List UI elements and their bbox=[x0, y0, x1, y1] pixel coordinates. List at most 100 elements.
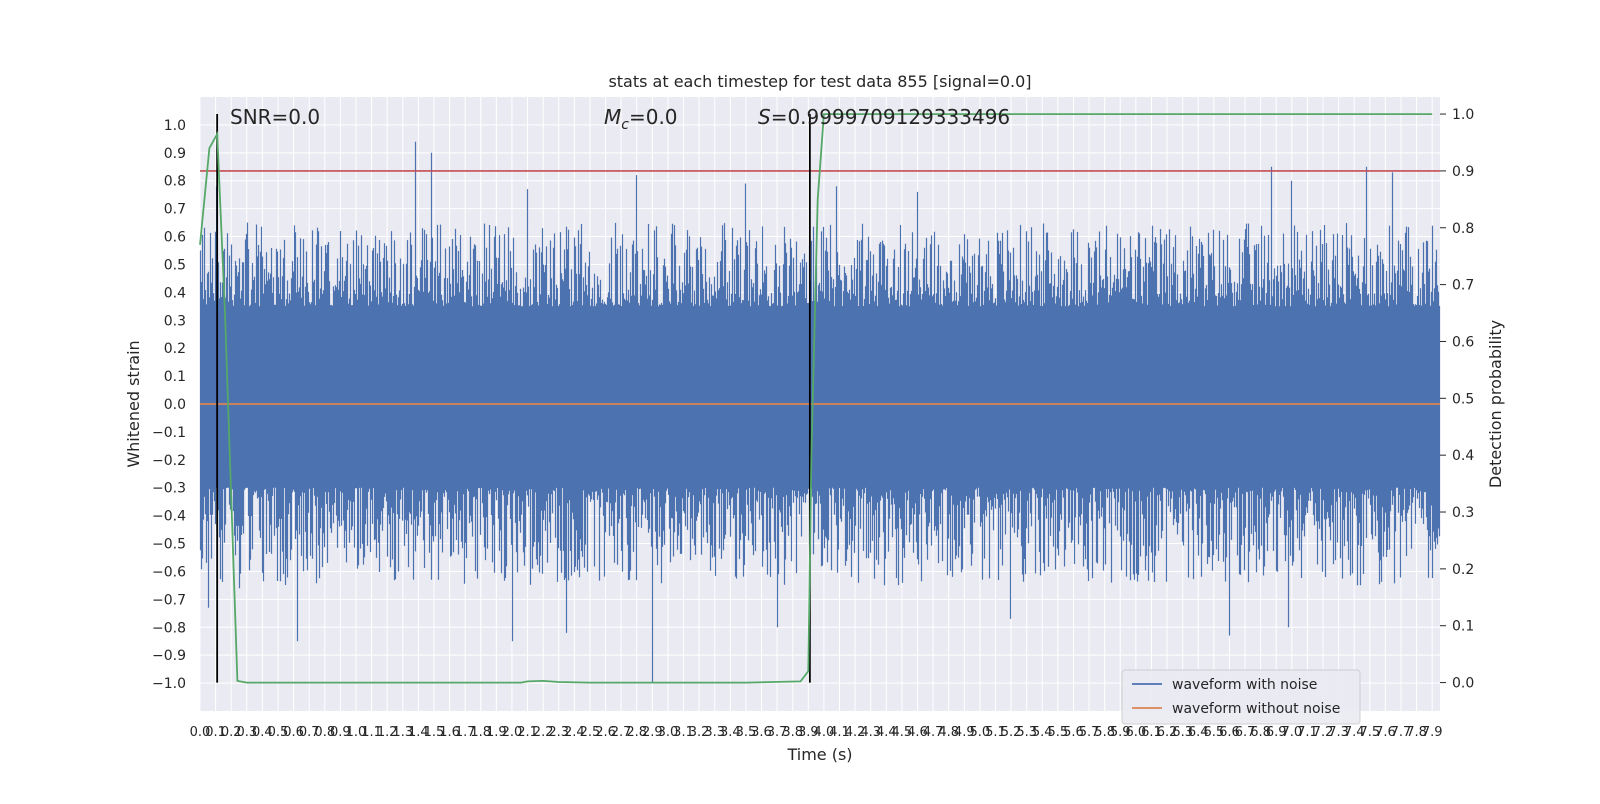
y-tick-label-right: 1.0 bbox=[1452, 107, 1474, 123]
tick-labels: 0.00.10.20.30.40.50.60.70.80.91.01.11.21… bbox=[152, 107, 1474, 740]
y-tick-label-right: 0.9 bbox=[1452, 164, 1474, 180]
y-tick-label-left: 0.3 bbox=[164, 313, 186, 329]
x-tick-label: 1.1 bbox=[361, 725, 382, 740]
x-tick-label: 6.7 bbox=[1235, 725, 1256, 740]
x-tick-label: 5.0 bbox=[970, 725, 991, 740]
y-tick-label-left: 0.7 bbox=[164, 202, 186, 218]
detection-probability-line bbox=[199, 113, 1433, 684]
x-tick-label: 7.4 bbox=[1344, 725, 1365, 740]
x-tick-label: 4.4 bbox=[876, 725, 897, 740]
y-tick-label-left: 0.1 bbox=[164, 369, 186, 385]
x-tick-label: 3.6 bbox=[751, 725, 772, 740]
y-tick-label-left: −0.3 bbox=[152, 481, 186, 497]
x-tick-label: 7.2 bbox=[1313, 725, 1334, 740]
x-tick-label: 5.5 bbox=[1048, 725, 1069, 740]
legend-label-waveform-without-noise: waveform without noise bbox=[1172, 701, 1340, 717]
x-tick-label: 3.8 bbox=[782, 725, 803, 740]
y-tick-label-left: −0.1 bbox=[152, 425, 186, 441]
y-tick-label-left: 0.9 bbox=[164, 146, 186, 162]
y-tick-label-left: −0.9 bbox=[152, 648, 186, 664]
x-tick-label: 0.1 bbox=[205, 725, 226, 740]
annotation-score-value: =0.9999709129333496 bbox=[771, 105, 1010, 129]
x-tick-label: 5.6 bbox=[1063, 725, 1084, 740]
y-tick-label-left: 0.6 bbox=[164, 230, 186, 246]
y-tick-label-right: 0.3 bbox=[1452, 505, 1474, 521]
x-tick-label: 4.9 bbox=[954, 725, 975, 740]
annotation-score: S=0.9999709129333496 bbox=[758, 105, 1010, 129]
x-tick-label: 2.2 bbox=[533, 725, 554, 740]
x-axis-label: Time (s) bbox=[786, 745, 852, 764]
x-tick-label: 2.0 bbox=[502, 725, 523, 740]
chart-title: stats at each timestep for test data 855… bbox=[608, 72, 1031, 91]
x-tick-label: 5.2 bbox=[1001, 725, 1022, 740]
x-tick-label: 4.3 bbox=[860, 725, 881, 740]
x-tick-label: 7.7 bbox=[1391, 725, 1412, 740]
annotation-chirp-mass-symbol: M bbox=[604, 105, 621, 129]
x-tick-label: 5.9 bbox=[1110, 725, 1131, 740]
x-tick-label: 7.3 bbox=[1328, 725, 1349, 740]
x-tick-label: 2.9 bbox=[642, 725, 663, 740]
x-tick-label: 3.2 bbox=[689, 725, 710, 740]
x-tick-label: 4.1 bbox=[829, 725, 850, 740]
legend-label-waveform-with-noise: waveform with noise bbox=[1172, 677, 1317, 693]
x-tick-label: 1.2 bbox=[377, 725, 398, 740]
x-tick-label: 5.4 bbox=[1032, 725, 1053, 740]
y-tick-label-left: 0.2 bbox=[164, 341, 186, 357]
x-tick-label: 6.0 bbox=[1126, 725, 1147, 740]
annotation-chirp-mass-value: =0.0 bbox=[629, 105, 678, 129]
x-tick-label: 0.0 bbox=[190, 725, 211, 740]
y-tick-label-right: 0.4 bbox=[1452, 448, 1474, 464]
x-tick-label: 6.5 bbox=[1203, 725, 1224, 740]
x-tick-label: 7.5 bbox=[1359, 725, 1380, 740]
y-tick-label-right: 0.7 bbox=[1452, 278, 1474, 294]
annotation-chirp-mass: Mc=0.0 bbox=[604, 105, 678, 133]
annotation-snr: SNR=0.0 bbox=[230, 105, 320, 129]
x-tick-label: 6.2 bbox=[1157, 725, 1178, 740]
x-tick-label: 5.7 bbox=[1079, 725, 1100, 740]
x-tick-label: 0.6 bbox=[283, 725, 304, 740]
x-tick-label: 4.6 bbox=[907, 725, 928, 740]
x-tick-label: 2.3 bbox=[548, 725, 569, 740]
x-tick-label: 2.7 bbox=[611, 725, 632, 740]
x-tick-label: 4.5 bbox=[892, 725, 913, 740]
x-tick-label: 1.6 bbox=[439, 725, 460, 740]
x-tick-label: 5.3 bbox=[1016, 725, 1037, 740]
x-tick-label: 0.8 bbox=[314, 725, 335, 740]
x-tick-label: 4.7 bbox=[923, 725, 944, 740]
x-tick-label: 3.9 bbox=[798, 725, 819, 740]
x-tick-label: 7.1 bbox=[1297, 725, 1318, 740]
y-tick-label-left: −0.4 bbox=[152, 509, 186, 525]
x-tick-label: 7.6 bbox=[1375, 725, 1396, 740]
y-tick-label-left: 0.0 bbox=[164, 397, 186, 413]
x-tick-label: 7.0 bbox=[1281, 725, 1302, 740]
y-axis-label-left: Whitened strain bbox=[124, 340, 143, 467]
x-tick-label: 4.0 bbox=[814, 725, 835, 740]
x-tick-label: 6.6 bbox=[1219, 725, 1240, 740]
x-tick-label: 7.9 bbox=[1422, 725, 1443, 740]
x-tick-label: 1.8 bbox=[470, 725, 491, 740]
y-tick-label-left: 0.8 bbox=[164, 174, 186, 190]
x-tick-label: 6.1 bbox=[1141, 725, 1162, 740]
x-tick-label: 1.3 bbox=[392, 725, 413, 740]
legend-box bbox=[1121, 669, 1361, 725]
x-tick-label: 6.3 bbox=[1172, 725, 1193, 740]
x-tick-label: 3.0 bbox=[658, 725, 679, 740]
x-tick-label: 7.8 bbox=[1406, 725, 1427, 740]
x-tick-label: 2.8 bbox=[626, 725, 647, 740]
y-axis-label-right: Detection probability bbox=[1486, 320, 1505, 488]
y-tick-label-right: 0.1 bbox=[1452, 619, 1474, 635]
y-tick-label-right: 0.0 bbox=[1452, 676, 1474, 692]
x-tick-label: 1.7 bbox=[455, 725, 476, 740]
x-tick-label: 3.7 bbox=[767, 725, 788, 740]
x-tick-label: 0.9 bbox=[330, 725, 351, 740]
x-tick-label: 3.5 bbox=[736, 725, 757, 740]
x-tick-label: 3.3 bbox=[704, 725, 725, 740]
legend: waveform with noise waveform without noi… bbox=[1121, 669, 1361, 725]
x-tick-label: 2.4 bbox=[564, 725, 585, 740]
y-tick-label-right: 0.8 bbox=[1452, 221, 1474, 237]
y-tick-label-right: 0.5 bbox=[1452, 391, 1474, 407]
x-tick-label: 3.4 bbox=[720, 725, 741, 740]
x-tick-label: 5.8 bbox=[1094, 725, 1115, 740]
